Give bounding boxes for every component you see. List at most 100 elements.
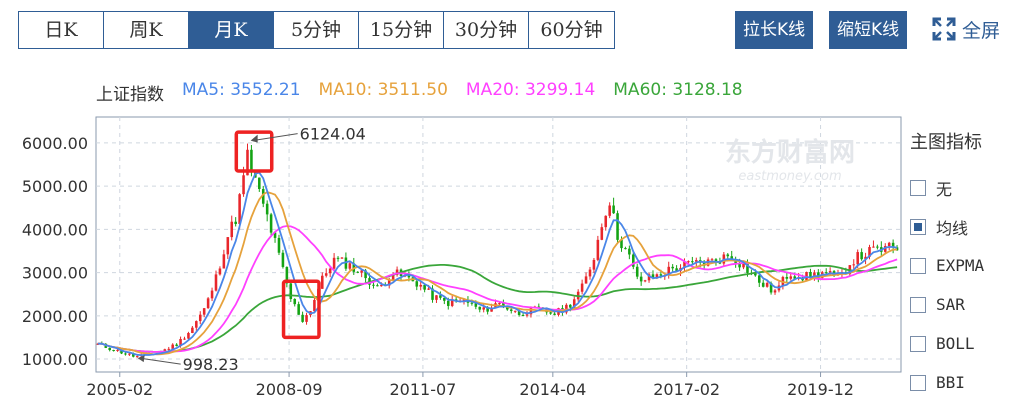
candle-body [876,246,879,248]
candle-body [840,272,844,275]
candle-body [317,288,320,300]
tab-6[interactable]: 60分钟 [540,19,603,41]
candle-body [269,214,273,233]
candle-body [836,274,840,276]
candle-body [478,306,482,310]
candle-body [490,307,493,312]
indicator-label: EXPMA [936,256,985,275]
annotation-arrowhead [250,134,258,143]
candle-body [600,227,604,240]
candle-body [108,347,111,351]
y-tick-label: 6000.00 [22,134,88,153]
candle-body [549,312,552,314]
indicator-checkbox[interactable] [910,218,926,235]
y-tick-label: 4000.00 [22,220,88,239]
candle-body [226,237,230,255]
candle-body [612,205,615,214]
candle-body [380,285,383,287]
tab-1[interactable]: 周K [104,12,189,48]
candle-body [234,221,237,224]
candle-body [336,257,340,259]
candle-body [757,275,761,283]
indicator-option-0[interactable]: 无 [910,168,984,207]
candle-body [702,262,706,266]
tab-2[interactable]: 月K [189,12,274,48]
indicator-option-1[interactable]: 均线 [910,207,984,246]
shorten-kline-button[interactable]: 缩短K线 [829,11,908,49]
candle-body [195,321,198,328]
candle-body [218,268,222,275]
candle-body [502,303,505,308]
candle-body [683,261,686,268]
candle-body [761,282,765,287]
legend-ma60: MA60: 3128.18 [613,80,743,100]
tab-0[interactable]: 日K [19,12,104,48]
tab-5[interactable]: 30分钟 [444,12,529,48]
candle-body [588,269,592,277]
candle-body [580,283,584,292]
tab-3[interactable]: 5分钟 [274,12,359,48]
fullscreen-button[interactable]: 全屏 [932,14,1000,44]
indicator-option-4[interactable]: BOLL [910,324,984,363]
candle-body [340,257,344,259]
candle-body [470,302,474,304]
candle-body [301,314,304,322]
candle-body [415,281,419,287]
candle-body [856,252,859,265]
indicator-checkbox[interactable] [910,335,926,352]
candle-body [793,276,796,279]
indicator-checkbox[interactable] [910,374,926,391]
candle-body [297,304,300,315]
candle-body [135,356,139,358]
indicator-checkbox[interactable] [910,257,926,274]
candle-body [112,350,115,352]
ma-line-ma60 [97,263,898,353]
candle-body [891,242,895,248]
indicator-option-3[interactable]: SAR [910,285,984,324]
indicator-option-5[interactable]: BBI [910,363,984,402]
lengthen-kline-button[interactable]: 拉长K线 [735,11,814,49]
candle-body [852,264,856,266]
candle-body [750,272,753,274]
candle-body [569,304,572,308]
candle-body [313,299,316,312]
candle-body [785,276,789,279]
candle-body [848,265,852,275]
candle-body [179,338,182,346]
candle-body [604,215,608,228]
candle-body [446,300,450,306]
candle-body [395,269,399,275]
indicator-checkbox[interactable] [910,296,926,313]
candle-body [474,303,478,307]
candle-body [250,149,253,172]
candle-body [281,252,285,267]
tab-4[interactable]: 15分钟 [359,12,444,48]
candle-body [624,248,627,250]
candle-body [305,315,308,322]
candle-body [104,343,108,348]
y-tick-label: 2000.00 [22,307,88,326]
candle-body [797,277,800,279]
candle-body [817,272,820,278]
candle-body [565,304,568,313]
candle-body [411,277,415,282]
candle-body [726,254,730,257]
highlight-box [281,279,321,340]
candle-body [773,290,777,293]
candle-body [171,344,174,349]
candle-body [159,351,163,354]
candle-body [632,254,635,267]
candle-body [143,353,147,355]
candle-body [557,308,560,315]
candle-body [116,349,119,351]
indicator-option-2[interactable]: EXPMA [910,246,984,285]
candle-body [285,266,289,284]
candle-body [356,271,359,273]
candle-body [332,257,336,269]
candle-body [706,259,710,266]
indicator-checkbox[interactable] [910,179,926,196]
candle-body [450,299,454,306]
candle-body [155,353,159,355]
candle-body [738,264,741,268]
